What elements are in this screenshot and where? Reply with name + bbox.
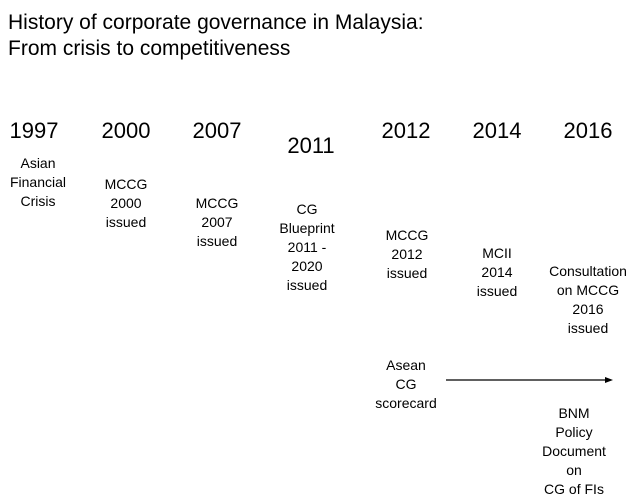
- slide-title-line-1: History of corporate governance in Malay…: [8, 11, 424, 34]
- event-2007: MCCG 2007 issued: [195, 195, 239, 249]
- arrow-icon: [446, 377, 613, 383]
- year-2000: 2000: [101, 118, 151, 143]
- year-2012: 2012: [381, 118, 431, 143]
- event-1997: Asian Financial Crisis: [9, 155, 67, 209]
- event-2012: MCCG 2012 issued: [385, 227, 429, 281]
- event-2000: MCCG 2000 issued: [104, 176, 148, 230]
- event-asean-cg-scorecard: Asean CG scorecard: [375, 357, 437, 411]
- year-1997: 1997: [9, 118, 59, 143]
- year-2014: 2014: [472, 118, 522, 143]
- event-2014: MCII 2014 issued: [476, 245, 518, 299]
- event-bnm-policy-document: BNM Policy Document on CG of FIs: [542, 405, 606, 497]
- event-2011: CG Blueprint 2011 - 2020 issued: [279, 201, 335, 293]
- event-2016: Consultation on MCCG 2016 issued: [549, 263, 627, 336]
- year-2007: 2007: [192, 118, 242, 143]
- slide-title-line-2: From crisis to competitiveness: [8, 37, 291, 60]
- year-2016: 2016: [563, 118, 613, 143]
- year-2011: 2011: [287, 133, 335, 158]
